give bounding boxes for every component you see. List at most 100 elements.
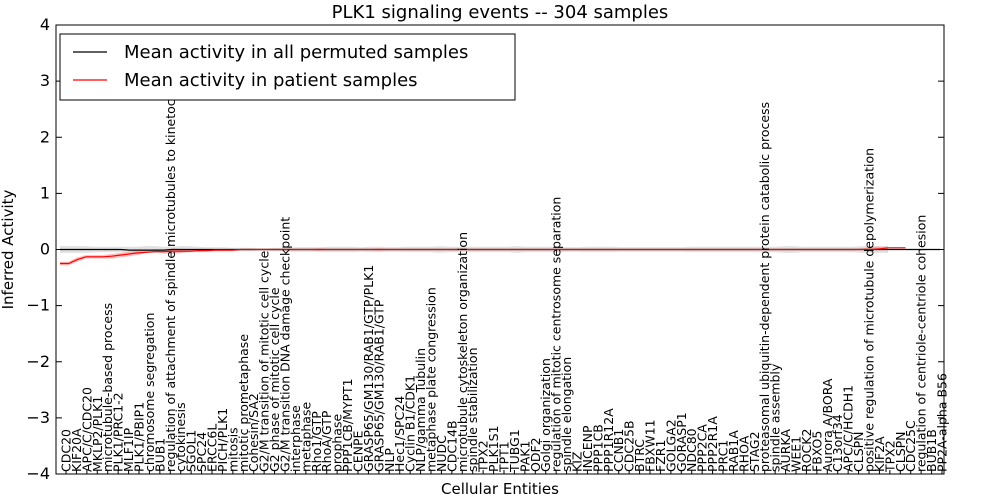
entity-label: proteasomal ubiquitin-dependent protein … — [757, 102, 772, 472]
entity-label: PAK1 — [517, 441, 532, 472]
y-tick-label: −1 — [26, 296, 50, 315]
y-tick-label: 2 — [40, 127, 50, 146]
entity-label: SPC24 — [194, 432, 209, 472]
x-axis-title: Cellular Entities — [441, 480, 559, 498]
entity-label: MKLP2/PLK1 — [90, 396, 105, 472]
entity-label: ERCC6L — [205, 424, 220, 472]
entity-label: spindle elongation — [559, 357, 574, 472]
entity-label: APC/C/HCDH1 — [841, 385, 856, 472]
entity-label: PLK1/PRC1-2 — [111, 392, 126, 472]
entity-label: KIZ — [570, 452, 585, 472]
entity-label: KIF20A — [69, 428, 84, 472]
entity-label: CENPE — [351, 430, 366, 472]
entity-label: SGOL1 — [184, 430, 199, 472]
y-tick-label: −3 — [26, 408, 50, 427]
entity-label: metaphase plate congression — [424, 287, 439, 472]
y-tick-label: 4 — [40, 15, 50, 34]
chart-title: PLK1 signaling events -- 304 samples — [332, 2, 669, 23]
entity-label: BUB1 — [152, 438, 167, 472]
entity-label: interphase — [288, 405, 303, 472]
entity-label: NLP/gamma Tubulin — [413, 348, 428, 472]
entity-label: Golgi organization — [538, 358, 553, 472]
entity-label: CDC20 — [59, 429, 74, 472]
entity-label: STAG2 — [747, 431, 762, 472]
entity-label: ROCK2 — [799, 429, 814, 472]
entity-label: PP2A-alpha B56 — [935, 373, 950, 472]
legend: Mean activity in all permuted samples Me… — [59, 33, 516, 101]
entity-label: PPP1CB/MYPT1 — [340, 378, 355, 472]
legend-label-patient: Mean activity in patient samples — [124, 70, 418, 91]
entity-label: positive regulation of microtubule depol… — [862, 148, 877, 472]
y-tick-label: 3 — [40, 71, 50, 90]
entity-label: TPT1 — [497, 441, 512, 473]
entity-label: chromosome segregation — [142, 313, 157, 472]
entity-label: spindle assembly — [768, 363, 783, 472]
entity-label: regulation of centriole-centriole cohesi… — [914, 215, 929, 472]
entity-label: mitotic prometaphase — [236, 334, 251, 472]
entity-label: prophase — [330, 414, 345, 472]
entity-label: WEE1 — [789, 436, 804, 472]
entity-label: CDC14B — [444, 420, 459, 472]
entity-label: INCENP — [580, 425, 595, 472]
entity-label: CLSPN — [851, 431, 866, 472]
entity-label: GRASP65/GM130/RAB1/GTP/PLK1 — [361, 265, 376, 472]
entity-label: PICH/PLK1 — [215, 408, 230, 472]
entity-label: regulation of mitotic centrosome separat… — [549, 197, 564, 472]
entity-label: microtubule-based process — [100, 303, 115, 472]
entity-label: PLK1/PBIP1 — [132, 402, 147, 472]
entity-label: GOLGA2 — [663, 419, 678, 472]
series-line-patient — [60, 247, 906, 265]
entity-label: mitosis — [225, 427, 240, 472]
entity-label: KIF2A — [872, 436, 887, 472]
entity-label: FBXW11 — [643, 419, 658, 472]
entity-label: C13orf34 — [830, 414, 845, 472]
entity-label: TPX2 — [882, 440, 897, 473]
entity-label: G2 phase of mitotic cell cycle — [267, 287, 282, 472]
entity-label: PRC1 — [716, 440, 731, 472]
y-axis: −4 −3 −2 −1 0 1 2 3 4 — [26, 15, 944, 483]
series-lines-layer — [60, 247, 940, 265]
entity-label: Rho1/GTP — [309, 411, 324, 472]
entity-label: AURKA — [778, 429, 793, 472]
entity-label: FBXO5 — [809, 431, 824, 472]
entity-label: NUDC — [434, 435, 449, 472]
entity-label: CDC25C — [903, 420, 918, 472]
entity-label: CLSPN — [893, 431, 908, 472]
entity-label: RHOA — [736, 435, 751, 472]
entity-label: CCNB1 — [611, 429, 626, 472]
entity-label: NLP — [382, 448, 397, 472]
entity-label: cytokinesis — [173, 402, 188, 472]
entity-label: PLK1S1 — [486, 425, 501, 472]
entity-label: BUB1B — [924, 429, 939, 472]
entity-label: PPP1R12A — [601, 408, 616, 472]
entity-label: Hec1/SPC24 — [392, 396, 407, 472]
legend-label-permuted: Mean activity in all permuted samples — [124, 42, 468, 63]
entity-label: FZR1 — [653, 440, 668, 472]
entity-label: metaphase — [298, 402, 313, 472]
entity-label: G2/M transition DNA damage checkpoint — [278, 217, 293, 472]
entity-label: ODF2 — [528, 437, 543, 472]
entity-label: APC/C/CDC20 — [79, 387, 94, 472]
entity-label: spindle stabilization — [465, 347, 480, 472]
y-axis-title: Inferred Activity — [0, 189, 17, 309]
entity-label: RAB1A — [726, 430, 741, 472]
entity-labels: CDC20KIF20AAPC/C/CDC20MKLP2/PLK1microtub… — [59, 71, 950, 474]
entity-label: CDC25B — [622, 420, 637, 472]
legend-box — [59, 33, 516, 101]
y-tick-label: 0 — [40, 240, 50, 259]
entity-label: G2/M transition of mitotic cell cycle — [257, 250, 272, 472]
entity-label: TUBG1 — [507, 429, 522, 473]
y-tick-label: −2 — [26, 352, 50, 371]
entity-label: Cohesin/SA2 — [246, 393, 261, 472]
entity-label: PPP2R1A — [705, 416, 720, 472]
entity-label: Cyclin B1/CDK1 — [403, 375, 418, 472]
entity-label: PPP1CB — [590, 424, 605, 472]
entity-label: NDC80 — [684, 428, 699, 472]
entity-label: microtubule cytoskeleton organization — [455, 232, 470, 472]
entity-label: Aurora A/BORA — [820, 378, 835, 472]
entity-label: MLF1IP — [121, 427, 136, 472]
entity-label: GRASP65/GM130/RAB1/GTP — [371, 299, 386, 472]
entity-label: BTRC — [632, 439, 647, 472]
y-tick-label: 1 — [40, 183, 50, 202]
